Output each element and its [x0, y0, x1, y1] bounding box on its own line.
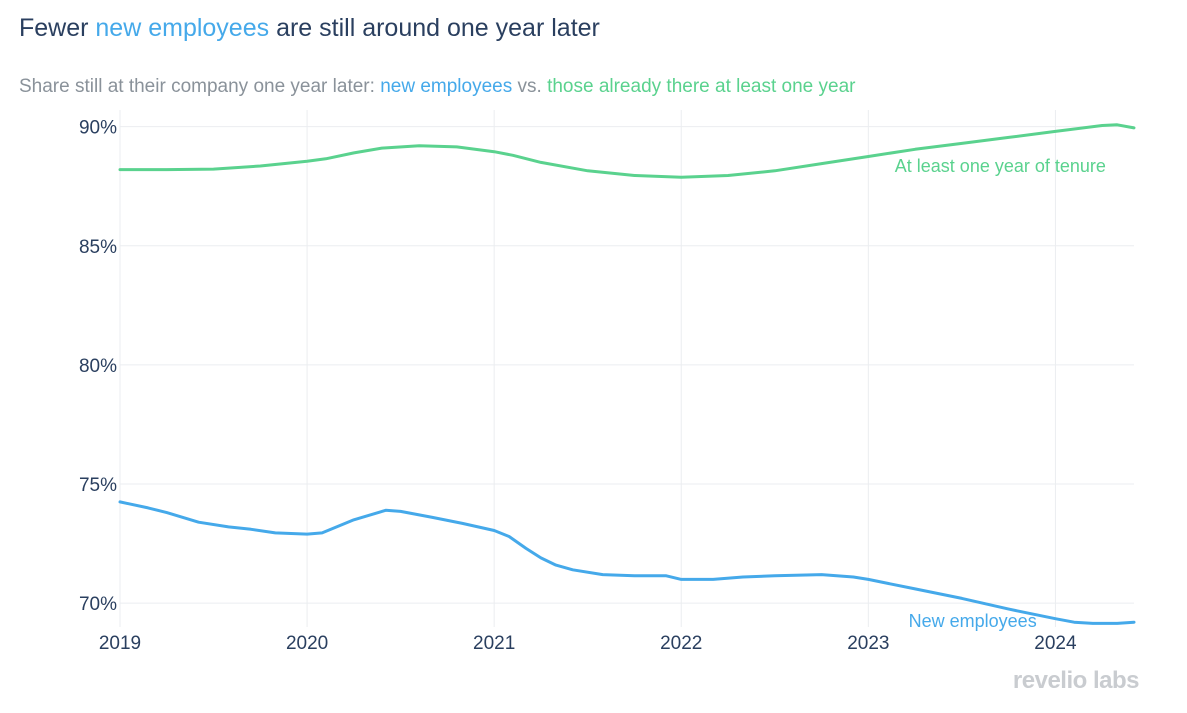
x-tick-label: 2022	[660, 633, 702, 654]
x-tick-label: 2020	[286, 633, 328, 654]
chart-subtitle: Share still at their company one year la…	[19, 76, 855, 98]
title-before: Fewer	[19, 14, 96, 42]
subtitle-prefix: Share still at their company one year la…	[19, 76, 381, 97]
chart-title: Fewer new employees are still around one…	[19, 14, 600, 43]
y-tick-label: 70%	[79, 594, 117, 615]
series-label-tenured: At least one year of tenure	[895, 156, 1106, 176]
series-label-new: New employees	[909, 611, 1037, 631]
subtitle-middle: vs.	[512, 76, 548, 97]
y-tick-label: 90%	[79, 118, 117, 139]
subtitle-series-tenured: those already there at least one year	[547, 76, 856, 97]
series-lines	[118, 123, 1136, 625]
x-tick-label: 2019	[99, 633, 141, 654]
y-tick-label: 80%	[79, 356, 117, 377]
x-tick-label: 2023	[847, 633, 889, 654]
title-highlight: new employees	[95, 14, 270, 42]
title-after: are still around one year later	[269, 14, 600, 42]
series-annotations: At least one year of tenure New employees	[895, 156, 1106, 631]
x-tick-label: 2021	[473, 633, 515, 654]
x-axis-ticks: 2019 2020 2021 2022 2023 2024	[99, 633, 1077, 654]
x-tick-label: 2024	[1034, 633, 1077, 654]
y-tick-label: 75%	[79, 475, 117, 496]
grid-lines	[119, 110, 1134, 627]
subtitle-series-new: new employees	[380, 76, 513, 97]
y-axis-ticks: 70% 75% 80% 85% 90%	[79, 118, 117, 615]
y-tick-label: 85%	[79, 237, 117, 258]
series-line-tenured	[118, 123, 1136, 179]
revelio-labs-logo: revelio labs	[1012, 667, 1140, 694]
series-line-new	[118, 500, 1136, 625]
